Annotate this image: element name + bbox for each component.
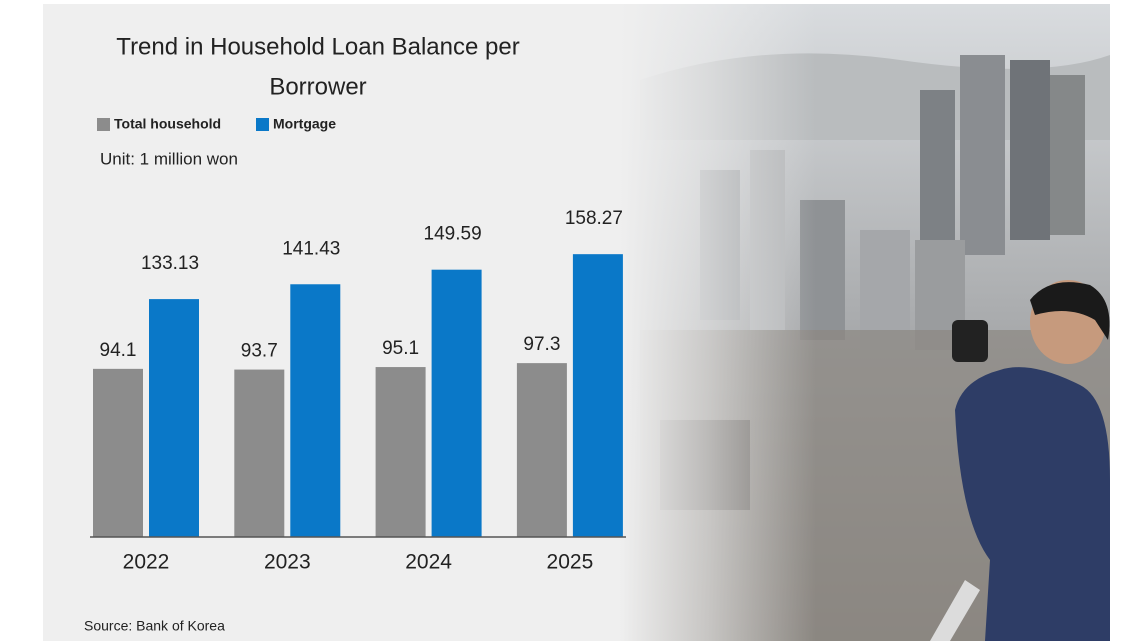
bar (93, 368, 143, 537)
bar (234, 369, 285, 537)
value-label: 133.13 (141, 253, 199, 274)
value-label: 95.1 (382, 338, 419, 359)
value-label: 149.59 (424, 224, 482, 245)
legend-label: Mortgage (273, 116, 336, 132)
chart-title: Borrower (269, 73, 366, 100)
legend-swatch (97, 118, 110, 131)
legend: Total household Mortgage (97, 116, 336, 132)
x-tick-label: 2025 (547, 551, 594, 574)
bar (375, 367, 426, 537)
value-label: 141.43 (282, 238, 340, 259)
bar (149, 299, 199, 537)
x-tick-label: 2023 (264, 551, 311, 574)
bar (572, 254, 623, 537)
legend-label: Total household (114, 116, 221, 132)
legend-swatch (256, 118, 269, 131)
chart-title: Trend in Household Loan Balance per (116, 33, 519, 60)
source-note: Source: Bank of Korea (84, 618, 225, 634)
value-label: 94.1 (100, 340, 137, 361)
bar (431, 269, 482, 537)
value-label: 158.27 (565, 208, 623, 229)
x-tick-label: 2022 (123, 551, 170, 574)
plot: 94.1 133.13 2022 93.7 141.43 2023 95.1 149.59 20… (90, 208, 626, 574)
photo-fade (620, 4, 1110, 641)
bar (290, 284, 341, 537)
bar (516, 363, 567, 537)
value-label: 93.7 (241, 341, 278, 362)
value-label: 97.3 (523, 334, 560, 355)
unit-note: Unit: 1 million won (100, 149, 238, 168)
x-tick-label: 2024 (405, 551, 452, 574)
